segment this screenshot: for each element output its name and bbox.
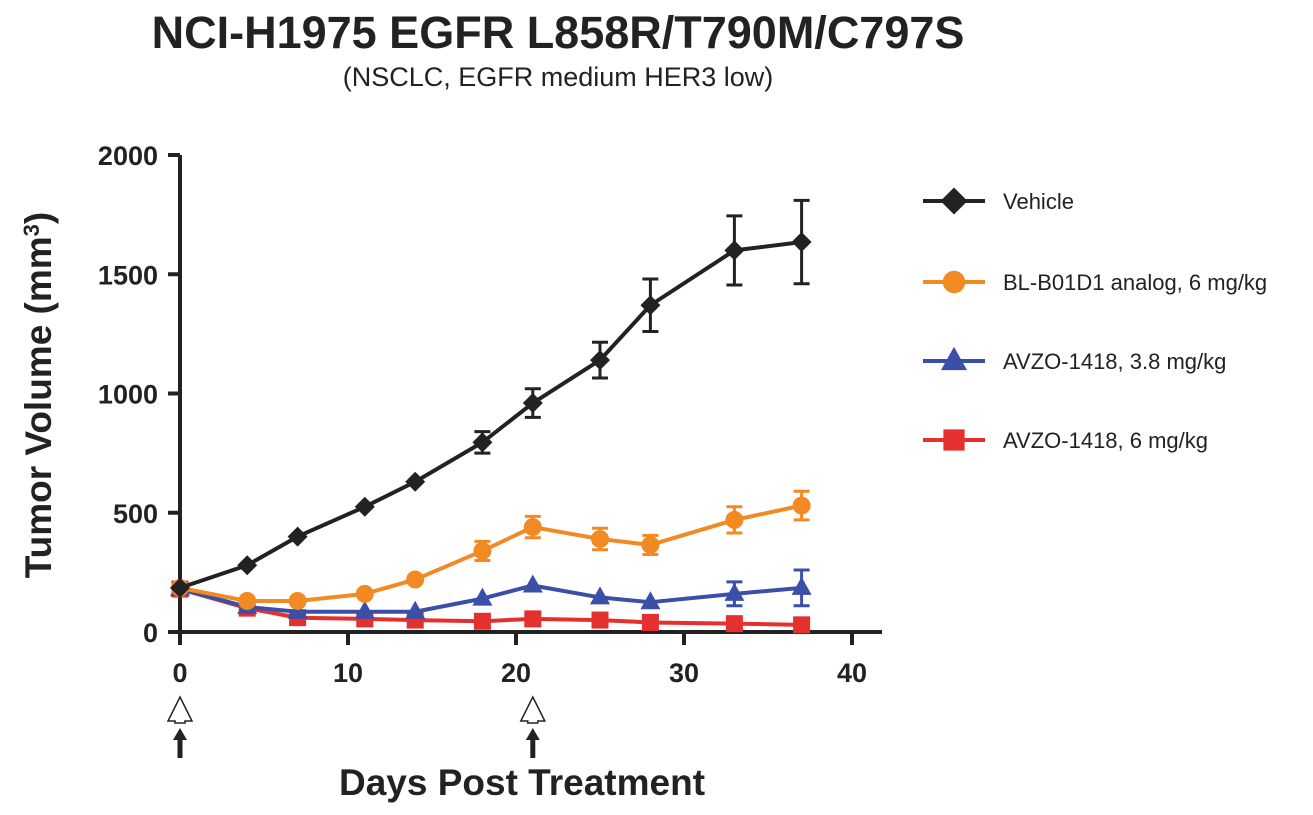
dosing-arrows [166,695,547,758]
data-point [522,393,543,414]
x-tick-label: 40 [837,658,867,688]
x-tick-label: 20 [501,658,531,688]
legend-label: BL-B01D1 analog, 6 mg/kg [1003,270,1267,295]
chart-subtitle: (NSCLC, EGFR medium HER3 low) [343,62,774,92]
data-point [238,591,257,610]
series-line [179,583,802,614]
legend-marker [943,429,965,451]
data-point [522,574,543,593]
data-point [591,529,609,548]
x-tick-label: 10 [333,658,363,688]
dosing-arrow-head [525,728,540,740]
legend: Vehicle BL-B01D1 analog, 6 mg/kg AVZO-1418… [923,187,1267,453]
y-axis-label-close: ) [18,212,59,224]
series-1 [171,489,811,610]
data-point [792,496,811,515]
series-0 [170,198,812,598]
dosing-arrow-hollow [166,695,194,724]
x-ticks: 0 10 20 30 40 [172,632,867,688]
data-point [641,535,660,554]
legend-marker [940,187,968,215]
legend-marker [941,346,967,371]
data-point [590,350,610,371]
data-point [725,615,743,633]
dosing-arrow-head [173,728,187,740]
dosing-arrow-hollow [519,695,547,724]
axes [178,155,882,634]
y-axis-label-sup: 3 [19,224,44,236]
data-point [354,600,375,619]
y-axis-label-main: Tumor Volume (mm [18,236,59,578]
y-tick-label: 500 [113,499,158,529]
data-point [237,555,258,576]
legend-label: AVZO-1418, 3.8 mg/kg [1003,349,1226,374]
data-point [591,611,609,629]
data-point [640,591,661,610]
data-point [473,612,491,630]
data-point [791,576,812,595]
data-point [641,613,659,631]
data-point [724,240,745,261]
y-tick-label: 0 [143,618,158,648]
data-point [523,518,542,537]
legend-label: Vehicle [1003,189,1074,214]
data-point [724,582,745,601]
series-group [170,198,812,634]
x-tick-label: 30 [669,658,699,688]
data-point [405,471,426,492]
legend-marker [942,270,966,294]
series-line [179,240,802,590]
data-point [287,526,308,547]
data-point [405,600,426,619]
data-point [472,587,493,606]
y-tick-label: 1000 [98,380,158,410]
legend-label: AVZO-1418, 6 mg/kg [1003,428,1208,453]
data-point [590,586,610,605]
data-point [472,432,493,453]
data-point [355,584,374,603]
chart-title: NCI-H1975 EGFR L858R/T790M/C797S [152,7,965,58]
data-point [473,541,492,560]
data-point [793,616,811,634]
data-point [354,496,375,517]
y-tick-label: 1500 [98,260,158,290]
data-point [288,591,307,610]
data-point [170,577,190,598]
y-ticks: 0 500 1000 1500 2000 [98,141,180,648]
x-tick-label: 0 [172,658,187,688]
y-tick-label: 2000 [98,141,158,171]
data-point [791,232,812,253]
data-point [640,295,661,316]
x-axis-label: Days Post Treatment [339,762,705,803]
data-point [725,510,744,529]
y-axis-label: Tumor Volume (mm3) [18,212,59,579]
data-point [406,570,425,589]
data-point [524,610,542,628]
